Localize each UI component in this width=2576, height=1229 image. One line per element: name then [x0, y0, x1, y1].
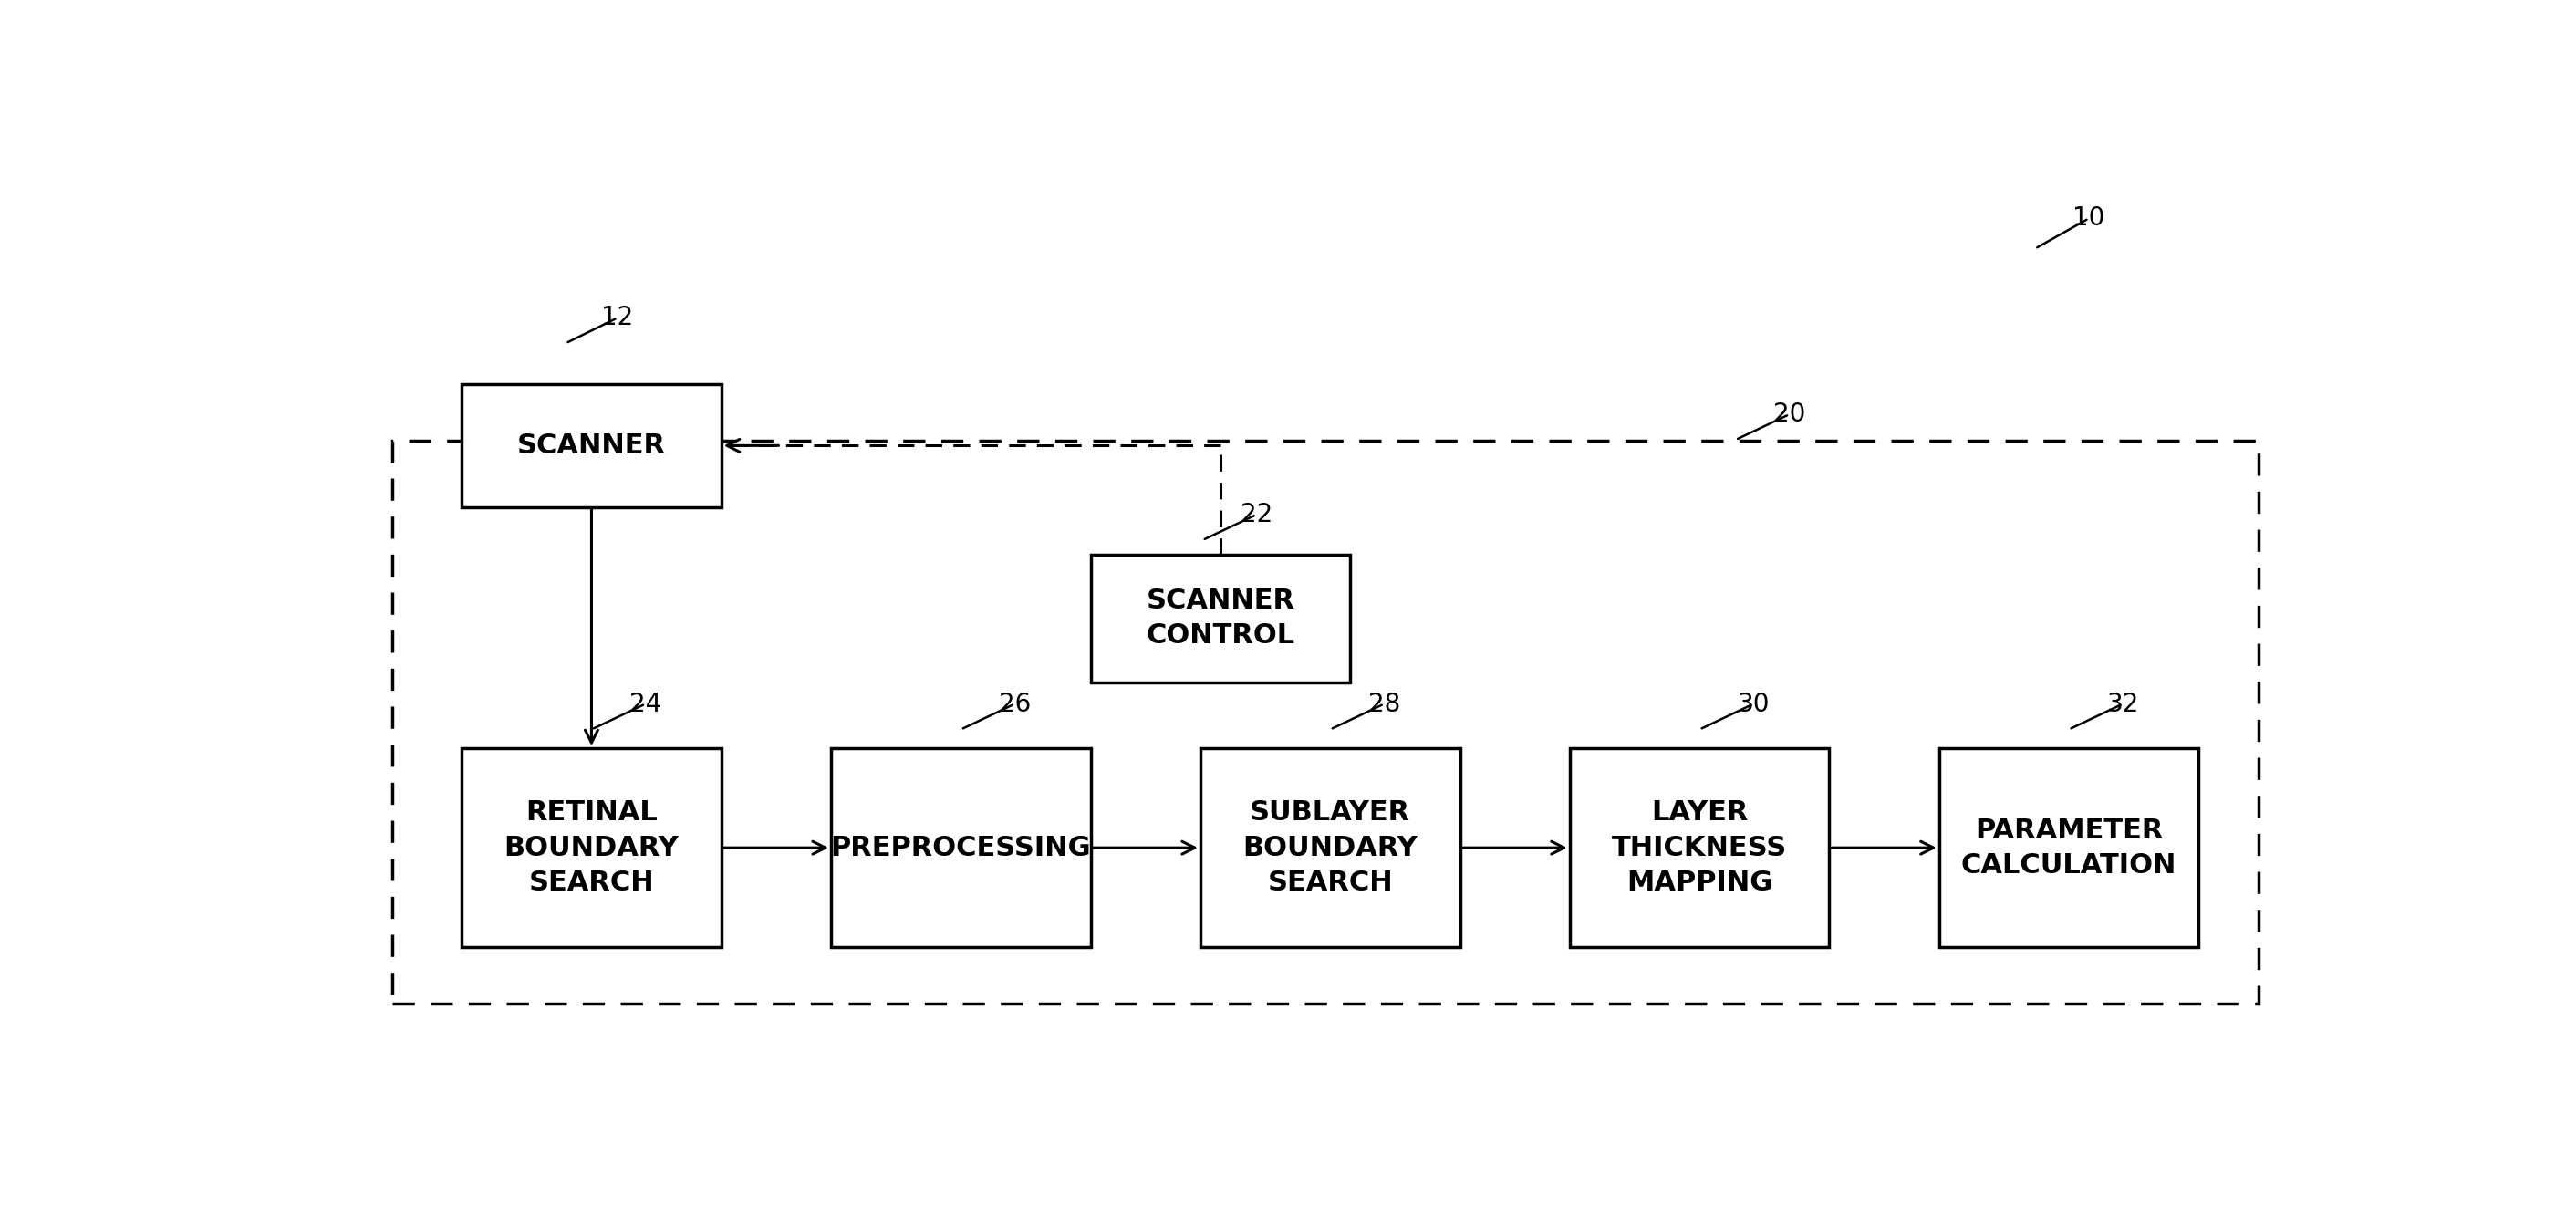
Text: 20: 20 — [1772, 402, 1806, 428]
Text: 10: 10 — [2074, 205, 2105, 231]
Text: PREPROCESSING: PREPROCESSING — [829, 834, 1092, 862]
Text: SUBLAYER
BOUNDARY
SEARCH: SUBLAYER BOUNDARY SEARCH — [1242, 800, 1417, 896]
Text: SCANNER: SCANNER — [518, 433, 665, 458]
Text: 26: 26 — [999, 691, 1030, 717]
Bar — [1569, 748, 1829, 948]
Text: 32: 32 — [2107, 691, 2138, 717]
Text: 28: 28 — [1368, 691, 1401, 717]
Text: LAYER
THICKNESS
MAPPING: LAYER THICKNESS MAPPING — [1613, 800, 1788, 896]
Text: PARAMETER
CALCULATION: PARAMETER CALCULATION — [1960, 817, 2177, 879]
Bar — [392, 441, 2259, 1004]
Bar — [461, 385, 721, 508]
Bar — [832, 748, 1090, 948]
Text: 12: 12 — [600, 305, 634, 331]
Bar — [1090, 554, 1350, 682]
Text: RETINAL
BOUNDARY
SEARCH: RETINAL BOUNDARY SEARCH — [505, 800, 680, 896]
Text: 22: 22 — [1239, 501, 1273, 527]
Bar — [461, 748, 721, 948]
Bar — [1200, 748, 1461, 948]
Bar — [1940, 748, 2200, 948]
Text: 24: 24 — [629, 691, 662, 717]
Text: SCANNER
CONTROL: SCANNER CONTROL — [1146, 587, 1296, 649]
Text: 30: 30 — [1736, 691, 1770, 717]
